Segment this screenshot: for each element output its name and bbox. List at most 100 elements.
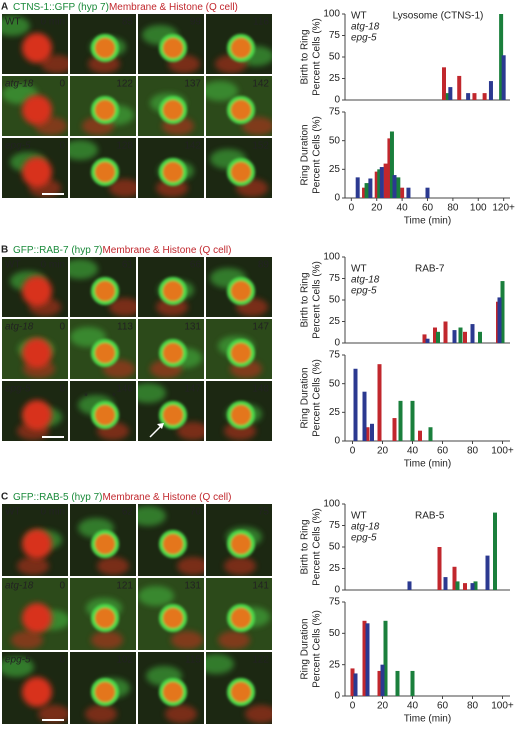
genotype-label: epg-5 <box>5 384 31 395</box>
bar <box>436 331 440 343</box>
tissue-red <box>91 631 123 649</box>
x-axis-label: Time (min) <box>404 714 451 725</box>
q-cell-ring <box>91 96 119 124</box>
bar <box>458 327 463 343</box>
y-tick-label: 100 <box>323 499 340 510</box>
time-label: 147 <box>252 322 269 333</box>
bar <box>442 67 446 100</box>
q-cell-ring <box>91 158 119 186</box>
q-cell-ring <box>159 96 187 124</box>
bar <box>500 281 505 343</box>
micrograph <box>2 578 68 650</box>
y-tick-label: 50 <box>329 135 341 146</box>
y-tick-label: 50 <box>329 628 341 639</box>
tissue-red <box>177 422 204 440</box>
y-tick-label: 50 <box>329 295 341 306</box>
y-axis-label: Birth to Ring <box>300 29 311 84</box>
micrograph <box>70 381 136 441</box>
bar <box>362 187 367 198</box>
x-tick-label: 60 <box>422 203 434 214</box>
q-cell-ring <box>227 34 255 62</box>
micrograph <box>138 578 204 650</box>
x-tick-label: 0 <box>350 446 356 457</box>
bar <box>445 93 450 100</box>
tissue-red <box>11 631 43 649</box>
x-tick-label: 40 <box>407 701 419 712</box>
tissue-red <box>41 55 68 73</box>
tissue-red <box>171 631 203 649</box>
tissue-red <box>218 631 250 649</box>
q-cell <box>22 95 52 125</box>
time-label: 131 <box>184 322 201 333</box>
bar <box>418 430 422 441</box>
micrograph <box>2 652 68 724</box>
y-tick-label: 0 <box>334 691 340 702</box>
y-tick-label: 0 <box>334 436 340 447</box>
bar <box>368 178 373 198</box>
y-tick-label: 50 <box>329 52 341 63</box>
legend-entry: epg-5 <box>351 533 377 544</box>
tissue-red <box>38 705 68 723</box>
bar <box>457 75 462 100</box>
time-label: 0 <box>59 655 65 666</box>
x-tick-label: 0 <box>349 203 355 214</box>
genotype-label: atg-18 <box>5 322 34 333</box>
micrograph <box>138 257 204 317</box>
chart-title: RAB-5 <box>415 511 445 522</box>
bar <box>425 338 430 343</box>
y-tick-label: 25 <box>329 316 341 327</box>
time-label: 116 <box>253 17 269 28</box>
micrograph <box>206 257 272 317</box>
q-cell-ring <box>227 604 255 632</box>
tissue-green <box>2 657 34 677</box>
y-tick-label: 25 <box>329 563 341 574</box>
time-label: 0 min <box>41 17 65 28</box>
x-tick-label: 60 <box>437 446 449 457</box>
q-cell-ring <box>159 604 187 632</box>
annotation: * <box>112 392 116 403</box>
legend-entry: atg-18 <box>351 522 380 533</box>
legend-entry: WT <box>351 511 367 522</box>
bar <box>383 163 388 198</box>
bar <box>387 138 392 198</box>
micrograph <box>206 578 272 650</box>
q-cell <box>22 603 52 633</box>
x-tick-label: 80 <box>447 203 459 214</box>
x-tick-label: 20 <box>377 701 389 712</box>
y-axis-label: Percent Cells (%) <box>312 508 323 586</box>
bar <box>383 620 388 696</box>
y-tick-label: 25 <box>329 73 341 84</box>
marker-label: CTNS-1::GFP (hyp 7) <box>13 2 109 13</box>
x-tick-label: 100 <box>470 203 487 214</box>
micrograph <box>2 14 68 74</box>
time-label: 141 <box>252 581 269 592</box>
bar <box>428 427 433 441</box>
bar <box>470 583 475 590</box>
bar <box>355 177 360 198</box>
genotype-label: atg-18 <box>5 581 34 592</box>
micrograph <box>70 319 136 379</box>
micrograph <box>138 504 204 576</box>
legend-entry: atg-18 <box>351 22 380 33</box>
chart-title: Lysosome (CTNS-1) <box>393 11 484 22</box>
micrograph <box>138 652 204 724</box>
tissue-green <box>138 586 174 606</box>
time-label: 0 <box>59 141 65 152</box>
micrograph <box>138 138 204 198</box>
chart-title: RAB-7 <box>415 264 445 275</box>
micrograph <box>2 504 68 576</box>
genotype-label: WT <box>5 507 21 518</box>
bar <box>433 327 437 343</box>
y-axis-label: Birth to Ring <box>300 519 311 574</box>
x-tick-label: 40 <box>407 446 419 457</box>
tissue-red <box>109 179 136 197</box>
panel-header: GFP::RAB-5 (hyp 7)Membrane & Histone (Q … <box>13 492 231 503</box>
y-tick-label: 75 <box>329 350 341 361</box>
bar <box>488 81 493 100</box>
bar <box>377 364 382 441</box>
micrograph <box>70 652 136 724</box>
q-cell-ring <box>91 339 119 367</box>
q-cell <box>22 338 52 368</box>
time-label: 0 min <box>41 507 65 518</box>
